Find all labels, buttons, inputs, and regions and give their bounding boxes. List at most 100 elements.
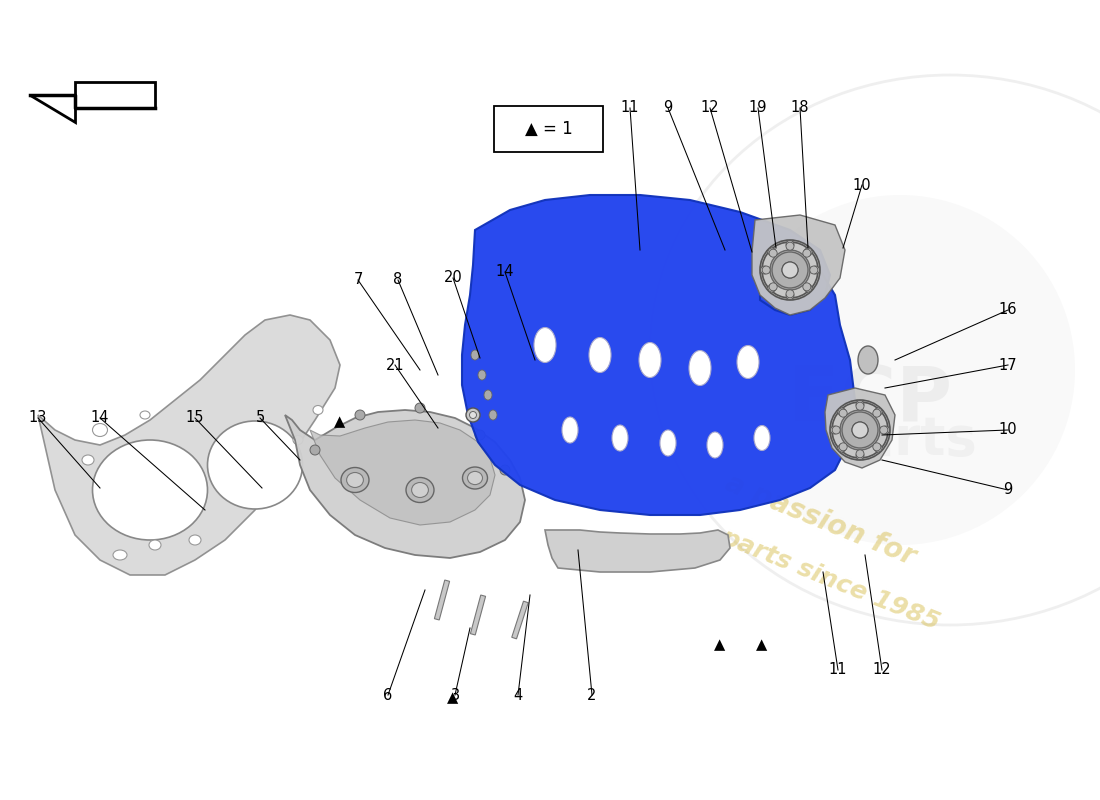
Ellipse shape bbox=[406, 478, 434, 502]
Ellipse shape bbox=[660, 430, 676, 456]
Circle shape bbox=[415, 403, 425, 413]
Ellipse shape bbox=[588, 338, 610, 373]
Circle shape bbox=[769, 249, 778, 257]
Circle shape bbox=[803, 249, 811, 257]
Circle shape bbox=[786, 291, 794, 299]
Circle shape bbox=[830, 426, 838, 434]
Circle shape bbox=[786, 290, 794, 298]
Ellipse shape bbox=[725, 195, 1075, 545]
Text: 7: 7 bbox=[353, 273, 363, 287]
Circle shape bbox=[768, 284, 776, 292]
Circle shape bbox=[772, 252, 808, 288]
Circle shape bbox=[760, 240, 820, 300]
Circle shape bbox=[500, 465, 510, 475]
Text: 10: 10 bbox=[852, 178, 871, 193]
Text: 5: 5 bbox=[255, 410, 265, 426]
Text: parts: parts bbox=[822, 414, 978, 466]
Circle shape bbox=[833, 426, 840, 434]
Ellipse shape bbox=[468, 471, 483, 485]
Circle shape bbox=[762, 242, 818, 298]
Text: a passion for: a passion for bbox=[720, 469, 920, 571]
Circle shape bbox=[770, 250, 810, 290]
Text: 2: 2 bbox=[587, 687, 596, 702]
Polygon shape bbox=[752, 215, 845, 315]
Text: 20: 20 bbox=[443, 270, 462, 286]
Circle shape bbox=[856, 451, 864, 459]
Circle shape bbox=[782, 262, 797, 278]
Ellipse shape bbox=[314, 406, 323, 414]
Text: 14: 14 bbox=[496, 265, 515, 279]
Circle shape bbox=[762, 266, 770, 274]
Circle shape bbox=[812, 266, 820, 274]
Text: 9: 9 bbox=[1003, 482, 1013, 498]
Polygon shape bbox=[471, 595, 485, 635]
Circle shape bbox=[856, 450, 864, 458]
Ellipse shape bbox=[534, 327, 556, 362]
Circle shape bbox=[839, 443, 847, 451]
Circle shape bbox=[803, 283, 811, 291]
Ellipse shape bbox=[612, 425, 628, 451]
Ellipse shape bbox=[346, 473, 363, 487]
Ellipse shape bbox=[858, 346, 878, 374]
Polygon shape bbox=[39, 315, 340, 575]
Polygon shape bbox=[285, 410, 525, 558]
Circle shape bbox=[769, 283, 778, 291]
Text: 18: 18 bbox=[791, 101, 810, 115]
Circle shape bbox=[804, 248, 812, 256]
Ellipse shape bbox=[462, 467, 487, 489]
Text: ▲: ▲ bbox=[448, 690, 459, 706]
Text: 12: 12 bbox=[701, 101, 719, 115]
Circle shape bbox=[832, 402, 888, 458]
Text: parts since 1985: parts since 1985 bbox=[717, 525, 943, 635]
Text: ECP: ECP bbox=[788, 363, 952, 437]
Ellipse shape bbox=[466, 408, 480, 422]
Text: 8: 8 bbox=[394, 273, 403, 287]
Ellipse shape bbox=[707, 432, 723, 458]
Circle shape bbox=[810, 266, 817, 274]
Circle shape bbox=[804, 284, 812, 292]
Circle shape bbox=[880, 426, 888, 434]
Circle shape bbox=[760, 266, 769, 274]
Text: 11: 11 bbox=[620, 101, 639, 115]
Circle shape bbox=[838, 444, 846, 452]
Ellipse shape bbox=[189, 535, 201, 545]
Polygon shape bbox=[462, 195, 855, 515]
FancyBboxPatch shape bbox=[494, 106, 603, 152]
Circle shape bbox=[856, 402, 864, 410]
Circle shape bbox=[830, 400, 890, 460]
Ellipse shape bbox=[113, 550, 127, 560]
Text: 16: 16 bbox=[999, 302, 1018, 318]
Text: 6: 6 bbox=[384, 687, 393, 702]
Circle shape bbox=[475, 430, 485, 440]
Text: 12: 12 bbox=[872, 662, 891, 678]
Ellipse shape bbox=[92, 440, 208, 540]
Text: 13: 13 bbox=[29, 410, 47, 426]
Text: 3: 3 bbox=[450, 687, 460, 702]
Ellipse shape bbox=[484, 390, 492, 400]
Ellipse shape bbox=[140, 411, 150, 419]
Ellipse shape bbox=[562, 417, 578, 443]
Circle shape bbox=[856, 401, 864, 409]
Circle shape bbox=[872, 443, 881, 451]
Circle shape bbox=[782, 262, 797, 278]
Ellipse shape bbox=[478, 370, 486, 380]
Text: ▲ = 1: ▲ = 1 bbox=[525, 120, 572, 138]
Circle shape bbox=[881, 426, 890, 434]
Circle shape bbox=[838, 408, 846, 416]
Polygon shape bbox=[544, 530, 730, 572]
Circle shape bbox=[768, 248, 776, 256]
Ellipse shape bbox=[639, 342, 661, 378]
Ellipse shape bbox=[148, 540, 161, 550]
Ellipse shape bbox=[689, 350, 711, 386]
Circle shape bbox=[786, 241, 794, 249]
Circle shape bbox=[786, 242, 794, 250]
Ellipse shape bbox=[490, 410, 497, 420]
Ellipse shape bbox=[470, 411, 476, 418]
Ellipse shape bbox=[411, 482, 428, 498]
Circle shape bbox=[840, 410, 880, 450]
Text: 21: 21 bbox=[386, 358, 405, 373]
Text: 11: 11 bbox=[828, 662, 847, 678]
Ellipse shape bbox=[92, 423, 108, 437]
Circle shape bbox=[872, 409, 881, 417]
Circle shape bbox=[355, 410, 365, 420]
